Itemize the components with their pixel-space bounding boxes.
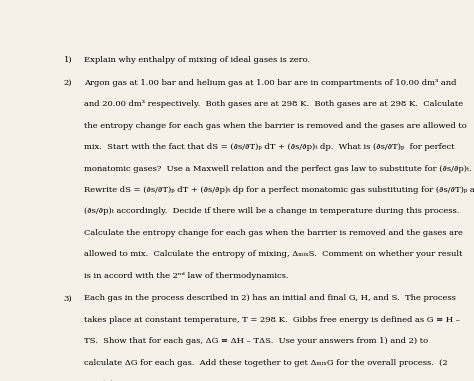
Text: 2): 2) [64, 79, 72, 87]
Text: points): points) [84, 380, 113, 381]
Text: is in accord with the 2ⁿᵈ law of thermodynamics.: is in accord with the 2ⁿᵈ law of thermod… [84, 272, 294, 280]
Text: calculate ΔG for each gas.  Add these together to get ΔₘᵢₓG for the overall proc: calculate ΔG for each gas. Add these tog… [84, 359, 448, 367]
Text: Explain why enthalpy of mixing of ideal gases is zero.: Explain why enthalpy of mixing of ideal … [84, 56, 313, 64]
Text: (∂s/∂p)ₜ accordingly.  Decide if there will be a change in temperature during th: (∂s/∂p)ₜ accordingly. Decide if there wi… [84, 207, 460, 215]
Text: Calculate the entropy change for each gas when the barrier is removed and the ga: Calculate the entropy change for each ga… [84, 229, 463, 237]
Text: Argon gas at 1.00 bar and helium gas at 1.00 bar are in compartments of 10.00 dm: Argon gas at 1.00 bar and helium gas at … [84, 79, 457, 87]
Text: 1): 1) [64, 56, 72, 64]
Text: TS.  Show that for each gas, ΔG ≡ ΔH – TΔS.  Use your answers from 1) and 2) to: TS. Show that for each gas, ΔG ≡ ΔH – TΔ… [84, 337, 428, 345]
Text: Rewrite dS = (∂s/∂T)ₚ dT + (∂s/∂p)ₜ dp for a perfect monatomic gas substituting : Rewrite dS = (∂s/∂T)ₚ dT + (∂s/∂p)ₜ dp f… [84, 186, 474, 194]
Text: takes place at constant temperature, T = 298 K.  Gibbs free energy is defined as: takes place at constant temperature, T =… [84, 316, 460, 324]
Text: is in accord with the 2ⁿᵈ law of thermodynamics.  (2 points): is in accord with the 2ⁿᵈ law of thermod… [84, 272, 334, 280]
Text: 3): 3) [64, 295, 72, 303]
Text: mix.  Start with the fact that dS = (∂s/∂T)ₚ dT + (∂s/∂p)ₜ dp.  What is (∂s/∂T)ₚ: mix. Start with the fact that dS = (∂s/∂… [84, 143, 455, 151]
Text: monatomic gases?  Use a Maxwell relation and the perfect gas law to substitute f: monatomic gases? Use a Maxwell relation … [84, 165, 472, 173]
Text: Explain why enthalpy of mixing of ideal gases is zero. (2 points): Explain why enthalpy of mixing of ideal … [84, 56, 353, 64]
Text: the entropy change for each gas when the barrier is removed and the gases are al: the entropy change for each gas when the… [84, 122, 467, 130]
Text: allowed to mix.  Calculate the entropy of mixing, ΔₘᵢₓS.  Comment on whether you: allowed to mix. Calculate the entropy of… [84, 250, 463, 258]
Text: Each gas in the process described in 2) has an initial and final G, H, and S.  T: Each gas in the process described in 2) … [84, 295, 456, 303]
Text: and 20.00 dm³ respectively.  Both gases are at 298 K.  Both gases are at 298 K. : and 20.00 dm³ respectively. Both gases a… [84, 100, 464, 108]
